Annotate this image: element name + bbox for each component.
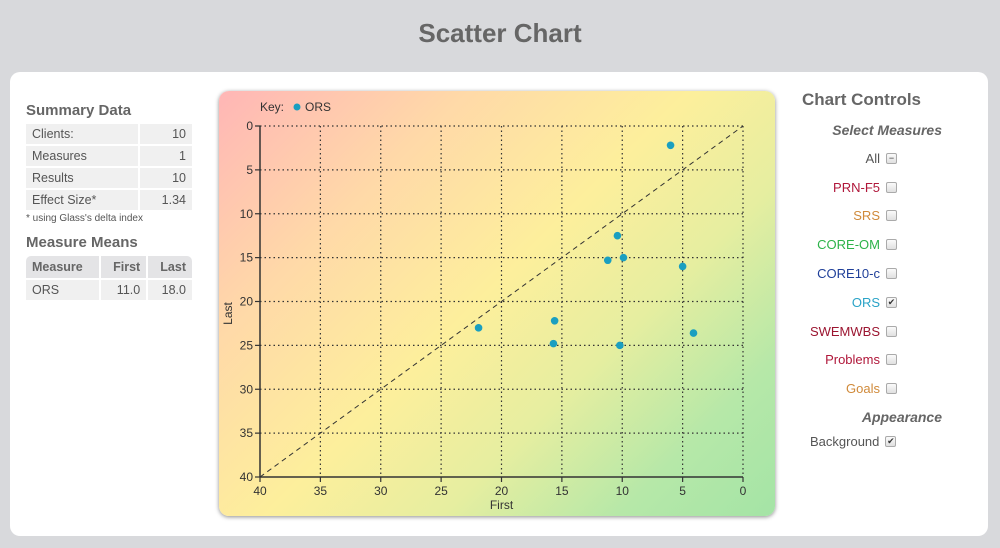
cell-last: 18.0 (148, 280, 192, 300)
data-point (474, 324, 483, 332)
summary-value: 1.34 (140, 190, 192, 210)
measure-checkbox[interactable] (886, 325, 897, 337)
measure-toggle-prn-f5[interactable]: PRN-F5 (802, 173, 897, 202)
summary-label: Effect Size* (26, 190, 138, 210)
x-tick-label: 0 (740, 484, 747, 498)
measure-toggle-all[interactable]: All − (802, 144, 897, 173)
measure-label: CORE10-c (817, 266, 880, 282)
x-tick-label: 25 (434, 484, 448, 498)
measure-checkbox[interactable]: ✔ (886, 296, 897, 308)
data-point (619, 253, 628, 262)
measure-checkbox[interactable] (886, 239, 897, 251)
x-tick-label: 5 (679, 484, 686, 498)
cell-first: 11.0 (100, 280, 147, 300)
data-point (550, 317, 559, 325)
measure-label: SRS (853, 208, 880, 224)
table-row: Measures 1 (26, 146, 192, 166)
measure-list: All − PRN-F5 SRS CORE-OM CORE10-c ORS ✔ SWEMWBS P… (802, 144, 972, 403)
measure-label: Goals (846, 381, 880, 397)
y-tick-label: 40 (240, 470, 254, 484)
summary-label: Results (26, 168, 138, 188)
select-measures-heading: Select Measures (832, 122, 942, 138)
column-header-last: Last (148, 256, 192, 278)
x-tick-label: 40 (253, 484, 267, 498)
summary-label: Measures (26, 146, 138, 166)
page-title: Scatter Chart (418, 18, 582, 48)
summary-value: 10 (140, 168, 192, 188)
summary-panel: Summary Data Clients: 10 Measures 1 Resu… (26, 102, 196, 302)
means-heading: Measure Means (26, 234, 138, 251)
x-axis-label: First (490, 498, 514, 512)
measure-checkbox[interactable] (886, 181, 897, 193)
y-tick-label: 30 (240, 382, 254, 396)
x-tick-label: 15 (555, 484, 569, 498)
measure-toggle-ors[interactable]: ORS ✔ (802, 288, 897, 317)
data-point (613, 231, 622, 240)
table-row: Effect Size* 1.34 (26, 190, 192, 210)
means-table: Measure First Last ORS 11.0 18.0 (24, 254, 194, 302)
table-row: Results 10 (26, 168, 192, 188)
measure-toggle-core10-c[interactable]: CORE10-c (802, 259, 897, 288)
appearance-heading: Appearance (861, 409, 942, 426)
data-point (666, 141, 675, 150)
x-tick-label: 20 (495, 484, 509, 498)
legend-key-label: Key: (260, 100, 284, 114)
data-point (603, 256, 612, 265)
data-point (616, 341, 624, 350)
reference-line (259, 125, 744, 478)
y-tick-label: 0 (246, 119, 253, 133)
summary-label: Clients: (26, 124, 138, 144)
measure-label: SWEMWBS (809, 323, 880, 339)
y-tick-label: 35 (240, 426, 254, 440)
controls-heading: Chart Controls (802, 90, 921, 109)
measure-label: PRN-F5 (833, 179, 880, 195)
data-point (549, 339, 558, 348)
legend-series-label: ORS (305, 100, 331, 114)
measure-toggle-srs[interactable]: SRS (802, 202, 897, 231)
background-label: Background (810, 433, 880, 449)
x-tick-label: 35 (314, 484, 328, 498)
column-header-measure: Measure (26, 256, 99, 278)
measure-toggle-goals[interactable]: Goals (802, 374, 897, 403)
x-tick-label: 10 (616, 484, 630, 498)
summary-table: Clients: 10 Measures 1 Results 10 Effect… (24, 122, 194, 212)
background-toggle[interactable]: Background ✔ (810, 431, 972, 451)
scatter-chart: 0 5 10 15 20 25 30 35 40 40 35 30 25 20 15 10 5 0 First Las… (219, 91, 775, 516)
y-axis-label: Last (221, 301, 235, 324)
cell-measure: ORS (26, 280, 99, 300)
measure-toggle-core-om[interactable]: CORE-OM (802, 230, 897, 259)
measure-checkbox[interactable] (886, 383, 897, 395)
background-checkbox[interactable]: ✔ (885, 435, 897, 447)
summary-value: 10 (140, 124, 192, 144)
measure-checkbox[interactable] (886, 210, 897, 222)
y-tick-label: 5 (246, 163, 253, 177)
column-header-first: First (100, 256, 147, 278)
measure-label: Problems (825, 352, 880, 368)
summary-value: 1 (140, 146, 192, 166)
table-row: Clients: 10 (26, 124, 192, 144)
measure-checkbox[interactable]: − (886, 152, 897, 164)
chart-controls: Chart Controls Select Measures All − PRN-F… (802, 90, 972, 451)
data-point (689, 329, 698, 337)
y-tick-label: 15 (240, 251, 254, 265)
measure-toggle-problems[interactable]: Problems (802, 346, 897, 375)
measure-checkbox[interactable] (886, 354, 897, 366)
measure-label: CORE-OM (817, 237, 880, 253)
measure-label: ORS (851, 294, 880, 310)
measure-label: All (865, 150, 880, 166)
y-tick-label: 10 (240, 207, 254, 221)
measure-toggle-swemwbs[interactable]: SWEMWBS (802, 317, 897, 346)
measure-checkbox[interactable] (886, 268, 897, 280)
legend-marker-icon (293, 103, 301, 111)
effect-size-note: * using Glass's delta index (26, 213, 143, 224)
summary-heading: Summary Data (26, 102, 132, 119)
data-point (678, 262, 687, 271)
table-header-row: Measure First Last (26, 256, 192, 278)
y-tick-label: 20 (240, 295, 254, 309)
y-tick-label: 25 (240, 338, 254, 352)
x-tick-label: 30 (374, 484, 388, 498)
table-row: ORS 11.0 18.0 (26, 280, 192, 300)
